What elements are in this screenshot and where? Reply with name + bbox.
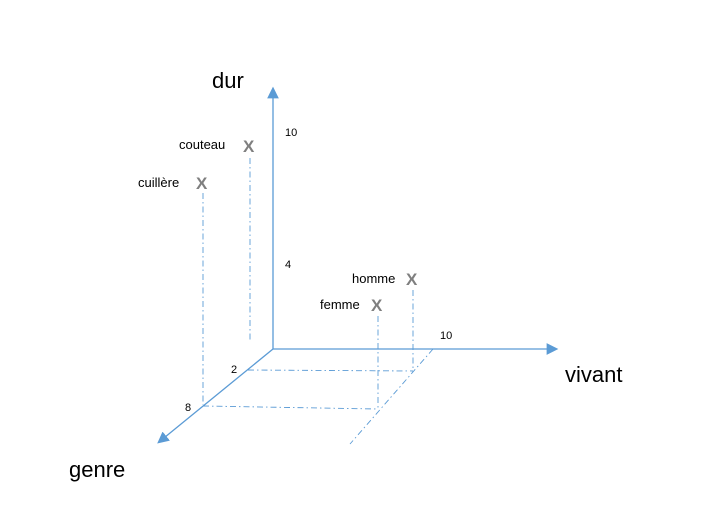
tick-depth-8: 8: [185, 402, 191, 414]
guide-depth2-parallel: [247, 369, 414, 372]
projection-guides: [202, 158, 434, 445]
x-marker-icon: X: [196, 174, 208, 193]
depth-axis-label: genre: [69, 457, 125, 482]
point-label: couteau: [179, 137, 225, 152]
point-cuillere: cuillère X: [138, 174, 208, 193]
x-marker-icon: X: [406, 270, 418, 289]
tick-vertical-10: 10: [285, 127, 297, 139]
guide-depth8-parallel: [202, 405, 379, 410]
point-homme: homme X: [352, 270, 418, 289]
tick-depth-2: 2: [231, 364, 237, 376]
axes: [157, 86, 559, 444]
guide-vivant10-depth: [349, 348, 434, 445]
point-label: cuillère: [138, 175, 179, 190]
tick-horizontal-10: 10: [440, 330, 452, 342]
vertical-axis-label: dur: [212, 68, 244, 93]
point-couteau: couteau X: [179, 137, 255, 156]
point-label: femme: [320, 297, 360, 312]
tick-vertical-4: 4: [285, 259, 291, 271]
depth-axis: [157, 348, 274, 444]
point-label: homme: [352, 271, 395, 286]
point-femme: femme X: [320, 296, 383, 315]
horizontal-axis-label: vivant: [565, 362, 622, 387]
x-marker-icon: X: [243, 137, 255, 156]
x-marker-icon: X: [371, 296, 383, 315]
